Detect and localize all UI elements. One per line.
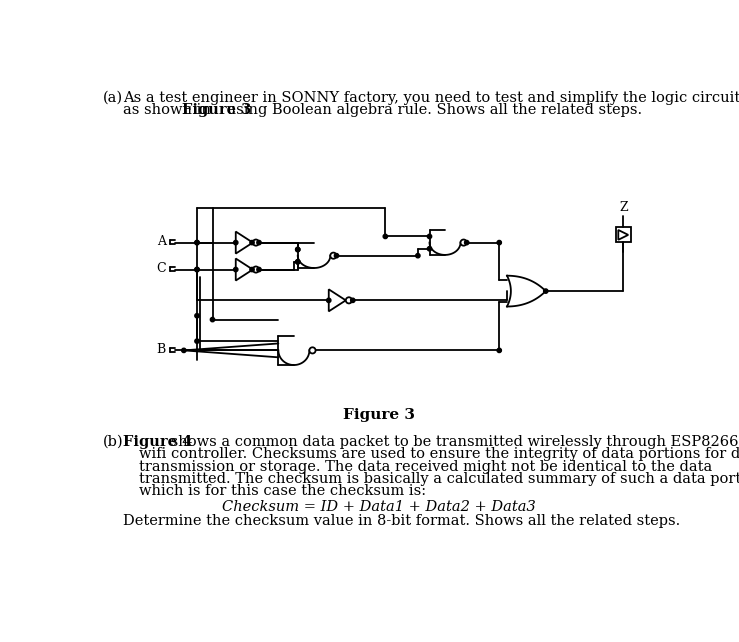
Text: Figure 3: Figure 3: [183, 103, 251, 117]
Circle shape: [257, 241, 261, 245]
Circle shape: [296, 259, 300, 264]
Text: transmitted. The checksum is basically a calculated summary of such a data porti: transmitted. The checksum is basically a…: [139, 472, 739, 486]
Text: shows a common data packet to be transmitted wirelessly through ESP8266: shows a common data packet to be transmi…: [166, 435, 738, 449]
Circle shape: [465, 241, 469, 245]
Bar: [616, 227, 630, 242]
Circle shape: [182, 348, 186, 352]
Circle shape: [211, 317, 214, 322]
Circle shape: [383, 234, 387, 239]
Circle shape: [497, 348, 502, 352]
Circle shape: [195, 241, 200, 245]
Circle shape: [296, 247, 300, 252]
Text: transmission or storage. The data received might not be identical to the data: transmission or storage. The data receiv…: [139, 460, 712, 474]
Text: B: B: [157, 343, 166, 356]
Circle shape: [253, 239, 259, 246]
Circle shape: [350, 298, 355, 302]
Circle shape: [460, 239, 467, 246]
Text: Checksum = ID + Data1 + Data2 + Data3: Checksum = ID + Data1 + Data2 + Data3: [222, 499, 536, 514]
Circle shape: [253, 266, 259, 273]
Circle shape: [327, 298, 331, 302]
Text: (b): (b): [103, 435, 124, 449]
Circle shape: [497, 241, 502, 245]
Text: A: A: [157, 236, 166, 248]
Circle shape: [330, 252, 336, 259]
Circle shape: [195, 313, 200, 318]
Circle shape: [195, 241, 200, 245]
Circle shape: [234, 267, 238, 272]
Circle shape: [195, 339, 200, 343]
Circle shape: [427, 234, 432, 239]
Circle shape: [195, 267, 200, 272]
Text: wifi controller. Checksums are used to ensure the integrity of data portions for: wifi controller. Checksums are used to e…: [139, 447, 739, 462]
Circle shape: [427, 247, 432, 251]
Circle shape: [334, 254, 338, 258]
Text: Determine the checksum value in 8-bit format. Shows all the related steps.: Determine the checksum value in 8-bit fo…: [123, 514, 681, 528]
Text: (a): (a): [103, 91, 123, 105]
Text: Z: Z: [619, 201, 627, 214]
Circle shape: [296, 247, 300, 252]
Circle shape: [346, 297, 352, 304]
Text: using Boolean algebra rule. Shows all the related steps.: using Boolean algebra rule. Shows all th…: [222, 103, 642, 117]
Circle shape: [234, 241, 238, 245]
Text: As a test engineer in SONNY factory, you need to test and simplify the logic cir: As a test engineer in SONNY factory, you…: [123, 91, 739, 105]
Circle shape: [250, 267, 254, 272]
Circle shape: [544, 289, 548, 293]
Text: Figure 4: Figure 4: [123, 435, 193, 449]
Circle shape: [296, 259, 300, 264]
Circle shape: [310, 347, 316, 354]
Text: C: C: [157, 263, 166, 275]
Circle shape: [416, 254, 420, 258]
Circle shape: [195, 267, 200, 272]
Text: Figure 3: Figure 3: [343, 408, 415, 422]
Text: which is for this case the checksum is:: which is for this case the checksum is:: [139, 484, 426, 498]
Text: as shown in: as shown in: [123, 103, 216, 117]
Circle shape: [250, 241, 254, 245]
Circle shape: [257, 267, 261, 272]
